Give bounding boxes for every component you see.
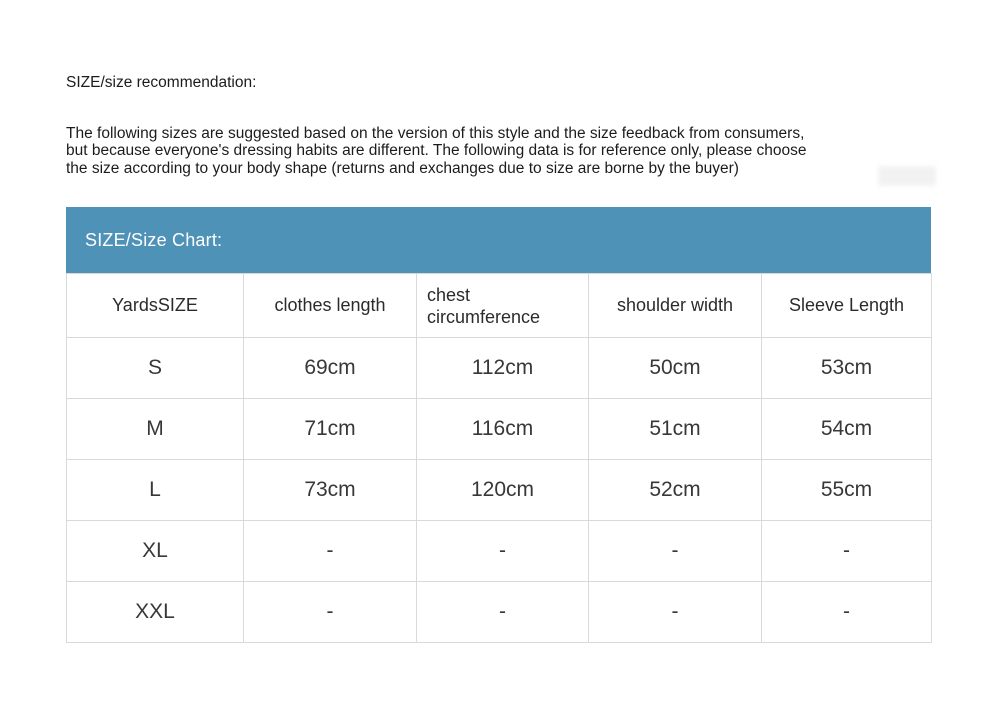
- clothes-length-cell: -: [243, 520, 417, 583]
- description-line: the size according to your body shape (r…: [66, 159, 739, 177]
- column-header-sleeve-length: Sleeve Length: [761, 273, 932, 339]
- chest-circumference-cell: 116cm: [416, 398, 589, 461]
- size-chart-table: YardsSIZE clothes length chest circumfer…: [66, 273, 932, 644]
- product-size-section: SIZE/size recommendation: The following …: [66, 0, 933, 644]
- clothes-length-cell: 71cm: [243, 398, 417, 461]
- page-title: SIZE/size recommendation:: [66, 74, 257, 91]
- shoulder-width-cell: -: [588, 520, 762, 583]
- size-label-cell: L: [66, 459, 244, 522]
- size-label-cell: XL: [66, 520, 244, 583]
- shoulder-width-cell: 52cm: [588, 459, 762, 522]
- chest-circumference-cell: 112cm: [416, 337, 589, 400]
- chest-circumference-cell: 120cm: [416, 459, 589, 522]
- column-header-chest-circumference: chest circumference: [416, 273, 589, 339]
- sleeve-length-cell: -: [761, 581, 932, 644]
- column-header-yards-size: YardsSIZE: [66, 273, 244, 339]
- shoulder-width-cell: -: [588, 581, 762, 644]
- clothes-length-cell: 73cm: [243, 459, 417, 522]
- size-row-xxl: XXL - - - -: [66, 581, 932, 644]
- size-label-cell: S: [66, 337, 244, 400]
- size-row-s: S 69cm 112cm 50cm 53cm: [66, 337, 932, 400]
- watermark-artifact: [878, 166, 936, 186]
- chest-circumference-cell: -: [416, 520, 589, 583]
- sleeve-length-cell: -: [761, 520, 932, 583]
- size-row-m: M 71cm 116cm 51cm 54cm: [66, 398, 932, 461]
- description-line: The following sizes are suggested based …: [66, 125, 805, 142]
- size-disclaimer-paragraph: The following sizes are suggested based …: [66, 125, 933, 177]
- shoulder-width-cell: 51cm: [588, 398, 762, 461]
- size-label-cell: XXL: [66, 581, 244, 644]
- header-row: YardsSIZE clothes length chest circumfer…: [66, 273, 932, 339]
- size-row-xl: XL - - - -: [66, 520, 932, 583]
- column-header-clothes-length: clothes length: [243, 273, 417, 339]
- sleeve-length-cell: 55cm: [761, 459, 932, 522]
- clothes-length-cell: -: [243, 581, 417, 644]
- sleeve-length-cell: 53cm: [761, 337, 932, 400]
- description-line: but because everyone's dressing habits a…: [66, 142, 807, 160]
- sleeve-length-cell: 54cm: [761, 398, 932, 461]
- shoulder-width-cell: 50cm: [588, 337, 762, 400]
- column-header-shoulder-width: shoulder width: [588, 273, 762, 339]
- size-chart-title: SIZE/Size Chart:: [85, 229, 223, 250]
- size-row-l: L 73cm 120cm 52cm 55cm: [66, 459, 932, 522]
- clothes-length-cell: 69cm: [243, 337, 417, 400]
- size-label-cell: M: [66, 398, 244, 461]
- chest-circumference-cell: -: [416, 581, 589, 644]
- size-chart-header-bar: SIZE/Size Chart:: [66, 207, 931, 274]
